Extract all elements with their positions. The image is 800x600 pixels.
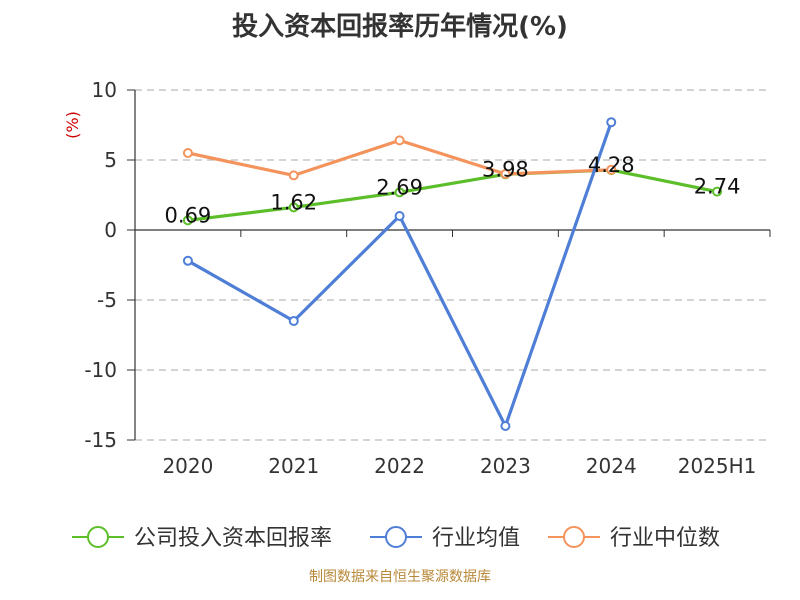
legend-layer: 公司投入资本回报率 行业均值 行业中位数 bbox=[72, 526, 720, 551]
legend-label: 公司投入资本回报率 bbox=[134, 526, 332, 551]
series-point bbox=[394, 135, 405, 146]
label-layer: 0.69 1.62 2.69 3.98 4.28 2.74 bbox=[165, 153, 741, 227]
y-tick-label: -5 bbox=[97, 288, 117, 312]
series-point bbox=[394, 187, 405, 198]
legend-swatch-marker bbox=[563, 526, 585, 548]
series-point bbox=[394, 211, 405, 221]
series-line bbox=[187, 138, 612, 177]
y-tick-label: -15 bbox=[84, 428, 117, 452]
series-point bbox=[288, 170, 299, 181]
y-axis-label: (%) bbox=[63, 111, 82, 139]
legend-swatch-marker bbox=[87, 526, 109, 548]
series-point bbox=[712, 186, 723, 197]
series-point bbox=[606, 117, 617, 128]
series-point bbox=[288, 202, 299, 213]
x-tick-label: 2020 bbox=[162, 454, 213, 478]
y-tick-label: 0 bbox=[104, 218, 117, 242]
legend-item: 行业均值 bbox=[370, 526, 520, 551]
legend-item: 行业中位数 bbox=[548, 526, 720, 551]
x-tick-label: 2022 bbox=[374, 454, 425, 478]
series-point bbox=[500, 421, 511, 431]
x-tick-label: 2025H1 bbox=[678, 454, 757, 478]
legend-label: 行业中位数 bbox=[610, 526, 720, 551]
series-point bbox=[182, 148, 193, 158]
series-point bbox=[182, 255, 193, 266]
x-tick-label: 2024 bbox=[586, 454, 637, 478]
y-tick-label: 10 bbox=[92, 78, 117, 102]
data-label: 4.28 bbox=[588, 153, 635, 177]
y-tick-label: 5 bbox=[104, 148, 117, 172]
data-label: 2.74 bbox=[694, 175, 741, 199]
data-label: 3.98 bbox=[482, 157, 529, 181]
series-line bbox=[187, 168, 718, 222]
series-point bbox=[500, 169, 511, 179]
chart-title: 投入资本回报率历年情况(%) bbox=[232, 12, 568, 42]
grid-layer bbox=[135, 89, 770, 441]
series-point bbox=[182, 215, 193, 226]
data-label: 0.69 bbox=[165, 203, 212, 227]
y-tick-label: -10 bbox=[84, 358, 117, 382]
data-label: 2.69 bbox=[376, 175, 423, 199]
series-point bbox=[606, 164, 617, 175]
x-tick-label: 2021 bbox=[268, 454, 319, 478]
legend-label: 行业均值 bbox=[432, 526, 520, 551]
axis-layer: 10 5 0 -5 -10 -15 2020 2021 2022 2023 2024 2025H1 (%… bbox=[63, 78, 771, 478]
series-point bbox=[288, 316, 299, 326]
legend-item: 公司投入资本回报率 bbox=[72, 526, 332, 551]
x-tick-label: 2023 bbox=[480, 454, 531, 478]
source-note: 制图数据来自恒生聚源数据库 bbox=[309, 569, 491, 585]
data-label: 1.62 bbox=[270, 190, 317, 214]
legend-swatch-marker bbox=[385, 526, 407, 548]
series-layer bbox=[182, 117, 723, 431]
